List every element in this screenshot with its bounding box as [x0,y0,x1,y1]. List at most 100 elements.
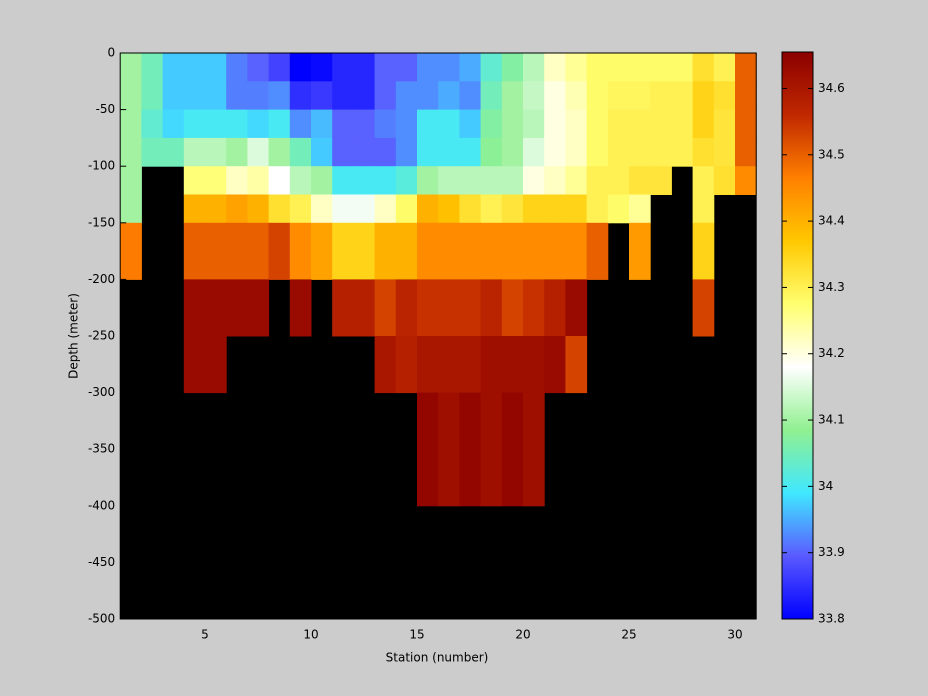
y-tick-label: -100 [88,159,115,173]
y-tick-label: -350 [88,442,115,456]
colorbar-tick-label: 34.1 [818,413,845,427]
cell [586,222,609,280]
colorbar-tick-label: 34.2 [818,346,845,360]
cell [247,166,270,195]
cell [544,137,566,167]
cell [565,53,588,82]
cell [268,222,291,280]
colorbar-tick-label: 34 [818,479,833,493]
cell [353,194,376,224]
cell [480,222,503,280]
cell [183,137,206,167]
cell [247,137,270,167]
cell [226,81,248,111]
cell [713,81,736,111]
cell [459,392,482,507]
cell [311,81,333,111]
cell [544,81,566,111]
cell [586,194,609,224]
cell [226,166,248,195]
cell [162,81,185,111]
cell [226,194,248,224]
cell [395,166,418,195]
cell [141,53,164,82]
cell [374,166,397,195]
cell [247,222,270,280]
cell [374,81,397,111]
cell [353,166,376,195]
cell [311,137,333,167]
cell [332,53,354,82]
cell [544,336,566,394]
y-tick-label: -300 [88,385,115,399]
cell [332,222,354,280]
cell [332,279,354,337]
cell [289,81,312,111]
cell [438,279,460,337]
cell [607,53,630,82]
cell [438,53,460,82]
cell [565,194,588,224]
cell [120,81,142,111]
cell [289,222,312,280]
cell [226,279,248,337]
cell [120,166,142,195]
cell [183,81,206,111]
cell [544,194,566,224]
cell [374,53,397,82]
cell [629,81,651,111]
cell [480,392,503,507]
cell [459,279,482,337]
cell [713,109,736,139]
cell [374,137,397,167]
cell [141,137,164,167]
cell [607,109,630,139]
cell [501,53,524,82]
cell [607,137,630,167]
cell [501,166,524,195]
cell [226,109,248,139]
cell [395,279,418,337]
cell [650,137,672,167]
cell [692,109,715,139]
colorbar-tick-label: 34.3 [818,280,845,294]
cell [713,166,736,195]
cell [523,81,545,111]
cell [629,53,651,82]
x-tick-label: 20 [515,628,530,642]
cell [268,81,291,111]
cell [629,194,651,224]
cell [226,53,248,82]
cell [459,53,482,82]
y-tick-label: -50 [96,102,116,116]
cell [289,109,312,139]
x-tick-label: 5 [201,628,209,642]
cell [417,109,439,139]
cell [438,222,460,280]
cell [501,222,524,280]
cell [289,279,312,337]
cell [480,194,503,224]
cell [162,109,185,139]
colorbar [781,51,814,620]
cell [183,53,206,82]
cell [289,166,312,195]
cell [353,137,376,167]
cell [650,109,672,139]
cell [565,109,588,139]
cell [713,53,736,82]
x-tick-label: 15 [409,628,424,642]
cell [183,109,206,139]
cell [523,194,545,224]
cell [374,279,397,337]
cell [692,222,715,280]
cell [501,279,524,337]
cell [395,109,418,139]
cell [289,194,312,224]
cell [629,166,651,195]
cell [480,53,503,82]
colorbar-tick-label: 33.8 [818,612,845,626]
cell [523,109,545,139]
cell [438,392,460,507]
cell [311,222,333,280]
